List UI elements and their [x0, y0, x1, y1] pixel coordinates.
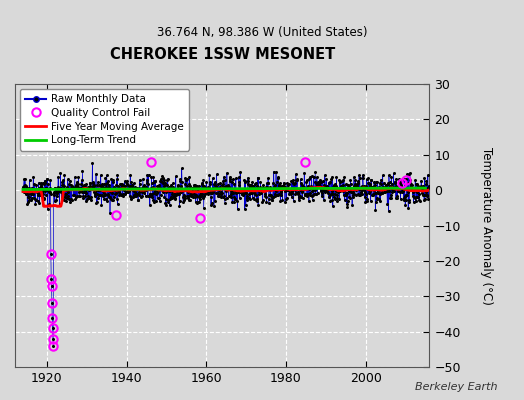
Title: CHEROKEE 1SSW MESONET: CHEROKEE 1SSW MESONET	[110, 47, 335, 62]
Text: Berkeley Earth: Berkeley Earth	[416, 382, 498, 392]
Legend: Raw Monthly Data, Quality Control Fail, Five Year Moving Average, Long-Term Tren: Raw Monthly Data, Quality Control Fail, …	[20, 89, 189, 150]
Text: 36.764 N, 98.386 W (United States): 36.764 N, 98.386 W (United States)	[157, 26, 367, 39]
Y-axis label: Temperature Anomaly (°C): Temperature Anomaly (°C)	[481, 147, 493, 304]
